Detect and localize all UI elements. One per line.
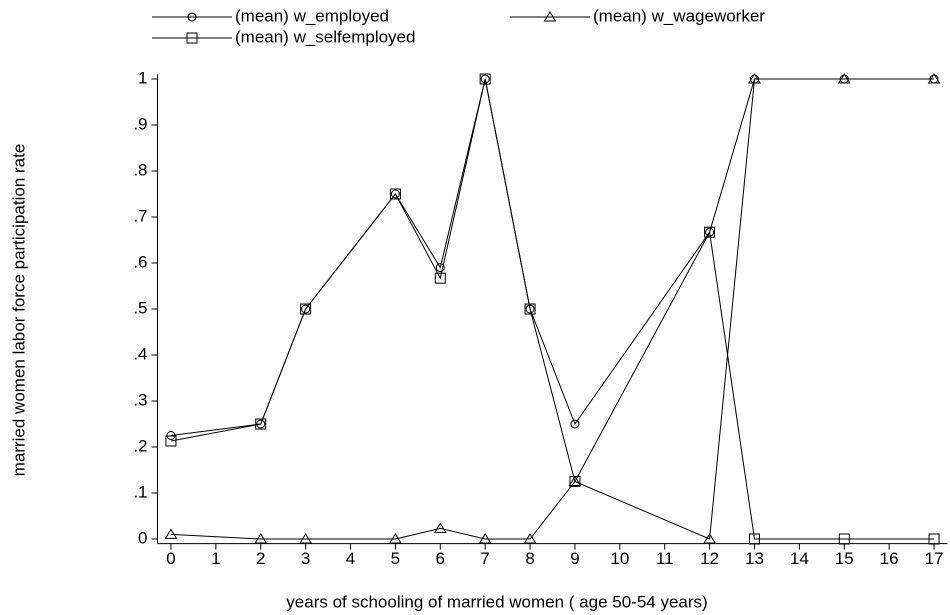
x-tick-label: 16 [880, 549, 899, 568]
y-tick-label: .7 [133, 206, 147, 225]
marker [186, 32, 198, 44]
marker [301, 304, 311, 314]
x-tick-label: 6 [436, 549, 445, 568]
marker [569, 476, 581, 487]
marker [254, 533, 268, 544]
y-tick-label: .6 [133, 252, 147, 271]
marker [928, 533, 940, 545]
marker [748, 533, 760, 545]
marker [704, 226, 716, 238]
marker [479, 73, 491, 85]
y-tick-label: .1 [133, 482, 147, 501]
y-tick-label: 1 [138, 68, 147, 87]
y-tick-label: .8 [133, 160, 147, 179]
y-tick-label: .3 [133, 390, 147, 409]
y-axis-title: married women labor force participation … [9, 144, 28, 477]
x-tick-label: 4 [346, 549, 355, 568]
y-tick-label: .5 [133, 298, 147, 317]
marker [256, 419, 266, 429]
marker [166, 431, 176, 440]
marker [838, 533, 850, 545]
marker [165, 435, 177, 447]
x-tick-label: 8 [525, 549, 534, 568]
x-tick-label: 17 [925, 549, 944, 568]
y-tick-label: .4 [133, 344, 147, 363]
marker [255, 418, 267, 430]
marker [435, 263, 445, 273]
legend-label: (mean) w_wageworker [593, 6, 765, 25]
marker [570, 419, 580, 429]
marker [478, 533, 492, 544]
x-tick-label: 11 [656, 549, 674, 568]
x-tick-label: 9 [570, 549, 579, 568]
x-tick-label: 15 [835, 549, 854, 568]
x-tick-label: 1 [211, 549, 220, 568]
marker [927, 73, 941, 84]
marker [705, 227, 715, 237]
marker [524, 303, 536, 315]
marker [703, 533, 716, 544]
marker [390, 189, 400, 199]
x-tick-label: 12 [700, 549, 719, 568]
x-tick-label: 14 [790, 549, 809, 568]
x-tick-label: 0 [166, 549, 175, 568]
x-tick-label: 13 [745, 549, 764, 568]
marker [568, 475, 582, 486]
series-line [170, 78, 935, 540]
marker [434, 272, 446, 284]
marker [164, 528, 178, 539]
marker [543, 11, 557, 22]
x-tick-label: 2 [256, 549, 265, 568]
marker [433, 522, 447, 533]
marker [523, 533, 537, 544]
series-line [170, 78, 935, 540]
marker [187, 12, 197, 22]
marker [837, 73, 851, 84]
marker [300, 303, 312, 315]
marker [389, 533, 402, 544]
y-tick-label: 0 [138, 528, 147, 547]
marker [480, 74, 490, 84]
marker [299, 533, 313, 544]
marker [748, 73, 761, 84]
x-tick-label: 5 [391, 549, 400, 568]
legend-label: (mean) w_employed [235, 6, 389, 25]
x-tick-label: 10 [610, 549, 629, 568]
series-line [170, 78, 935, 436]
legend-label: (mean) w_selfemployed [235, 27, 415, 46]
y-tick-label: .2 [133, 436, 147, 455]
x-tick-label: 7 [480, 549, 489, 568]
marker [525, 304, 535, 314]
marker [389, 188, 401, 200]
x-axis-title: years of schooling of married women ( ag… [286, 592, 707, 611]
x-tick-label: 3 [301, 549, 310, 568]
y-tick-label: .9 [133, 114, 147, 133]
